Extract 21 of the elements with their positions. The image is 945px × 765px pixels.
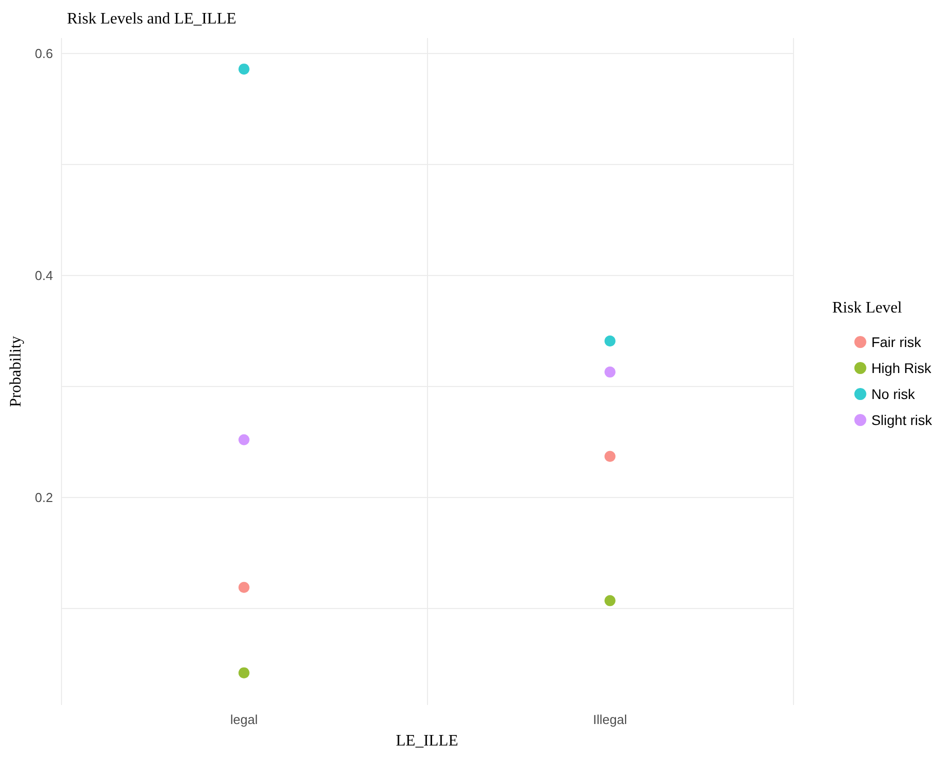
legend-label: Fair risk — [871, 334, 922, 350]
point — [238, 434, 250, 446]
legend-title: Risk Level — [832, 300, 903, 316]
y-tick-label: 0.6 — [34, 46, 53, 62]
x-axis-title: LE_ILLE — [396, 732, 458, 750]
point — [604, 335, 616, 346]
point — [238, 582, 250, 593]
legend-label: High Risk — [871, 360, 932, 376]
y-tick-label: 0.2 — [34, 490, 53, 505]
chart-title: Risk Levels and LE_ILLE — [67, 10, 236, 28]
point — [604, 595, 616, 606]
y-tick-label: 0.4 — [34, 268, 53, 283]
point — [604, 366, 616, 378]
legend-label: Slight risk — [871, 412, 933, 428]
x-tick-label: Illegal — [593, 712, 628, 727]
y-axis-title: Probability — [8, 336, 24, 408]
point — [238, 667, 250, 678]
x-tick-label: legal — [230, 712, 258, 727]
legend-label: No risk — [871, 386, 916, 402]
point — [238, 64, 250, 75]
point — [604, 450, 616, 462]
